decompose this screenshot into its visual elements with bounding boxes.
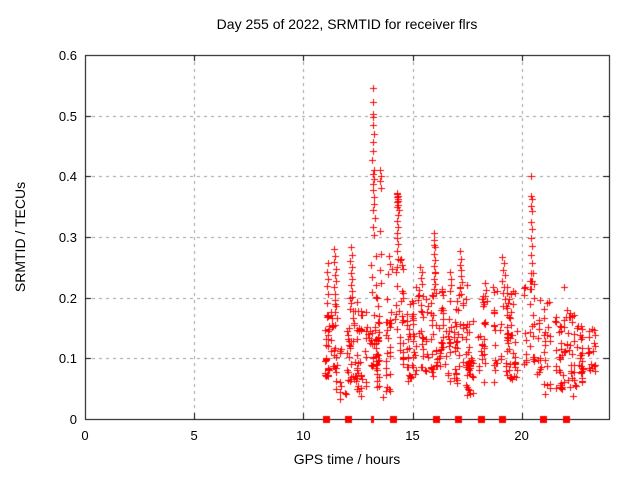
x-tick-label: 15 [405, 428, 420, 443]
y-tick-label: 0.5 [58, 108, 77, 124]
x-axis-label: GPS time / hours [293, 451, 401, 467]
y-tick-label: 0.1 [58, 351, 77, 367]
x-tick-label: 20 [514, 428, 529, 443]
x-tick-label: 10 [296, 428, 311, 443]
x-tick-label: 0 [81, 428, 89, 443]
y-tick-label: 0 [69, 412, 77, 427]
y-tick-label: 0.3 [58, 230, 77, 245]
chart-title: Day 255 of 2022, SRMTID for receiver flr… [216, 16, 478, 32]
y-tick-label: 0.2 [58, 290, 77, 306]
y-tick-label: 0.6 [58, 48, 77, 63]
y-tick-label: 0.4 [58, 169, 77, 185]
x-tick-label: 5 [190, 428, 198, 443]
